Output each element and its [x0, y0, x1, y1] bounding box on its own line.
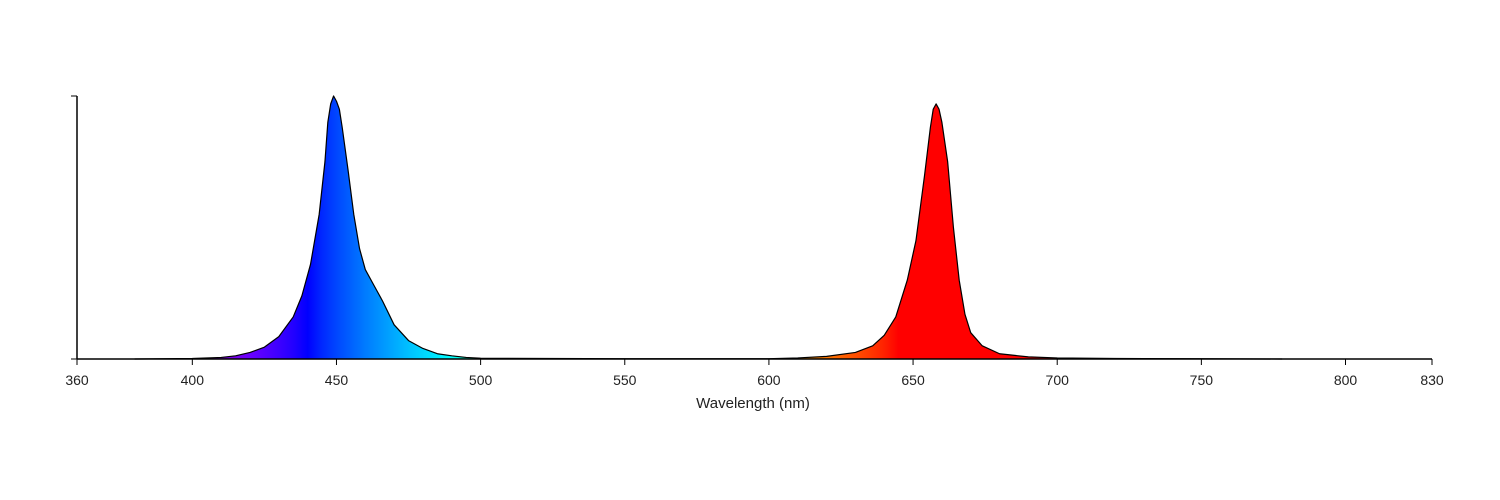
x-tick-label: 650 — [901, 372, 925, 388]
spectrum-area — [134, 96, 1283, 359]
x-tick-label: 450 — [325, 372, 349, 388]
x-tick-label: 800 — [1334, 372, 1358, 388]
spectrum-outline — [134, 95, 1283, 360]
x-tick-label: 700 — [1046, 372, 1070, 388]
x-tick-label: 750 — [1190, 372, 1214, 388]
axes-layer: 360 400 450 500 550 600 650 700 750 800 830 — [65, 95, 1444, 388]
x-axis-title: Wavelength (nm) — [696, 395, 810, 412]
x-tick-label: 500 — [469, 372, 493, 388]
x-tick-label: 360 — [65, 372, 89, 388]
x-tick-label: 600 — [757, 372, 781, 388]
x-tick-label: 830 — [1420, 372, 1444, 388]
x-tick-label: 550 — [613, 372, 637, 388]
x-tick-label: 400 — [181, 372, 205, 388]
series-layer — [134, 95, 1283, 360]
